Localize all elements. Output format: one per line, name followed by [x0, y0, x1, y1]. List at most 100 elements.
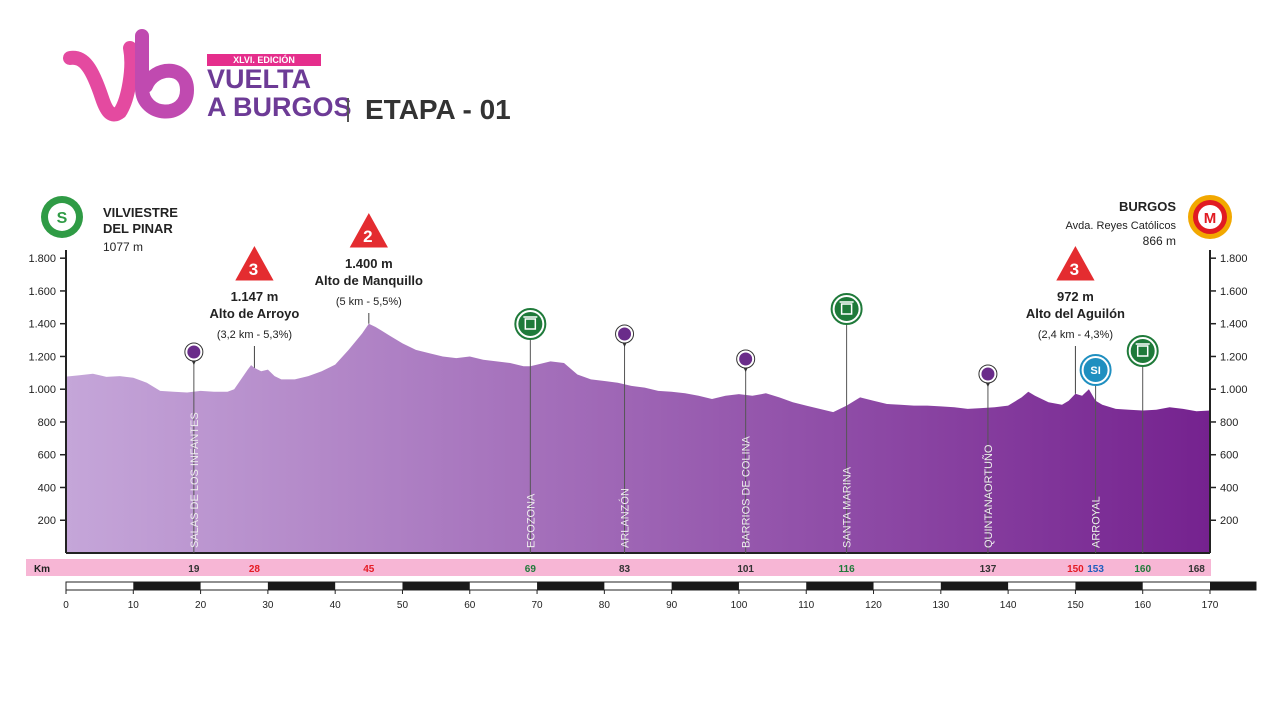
finish-altitude: 866 m — [1143, 234, 1176, 248]
km-scale-segment — [1075, 582, 1143, 590]
bin-icon — [1136, 345, 1149, 357]
feed-zone-icon — [518, 312, 543, 336]
y-tick-label-right: 1.800 — [1220, 253, 1248, 265]
climb-detail: (2,4 km - 4,3%) — [1038, 329, 1113, 341]
y-tick-label-left: 1.600 — [28, 286, 56, 298]
vuelta-logo — [63, 29, 195, 122]
km-band — [26, 559, 1211, 576]
y-tick-label-right: 1.000 — [1220, 384, 1248, 396]
y-tick-label-right: 800 — [1220, 417, 1238, 429]
x-tick-label: 150 — [1067, 600, 1084, 611]
place-pin-icon — [187, 345, 201, 359]
x-tick-label: 80 — [599, 600, 611, 611]
logo-b — [135, 29, 195, 119]
start-name-line2: DEL PINAR — [103, 221, 173, 236]
place-pin-icon — [618, 327, 632, 341]
finish-street: Avda. Reyes Católicos — [1066, 220, 1177, 232]
y-tick-label-left: 1.000 — [28, 384, 56, 396]
race-title-line2: A BURGOS — [207, 92, 352, 122]
bin-icon — [840, 303, 853, 315]
climb-name: Alto de Manquillo — [315, 273, 423, 288]
place-pin-icon — [981, 367, 995, 381]
x-tick-label: 130 — [932, 600, 949, 611]
y-tick-label-left: 200 — [38, 515, 56, 527]
x-tick-label: 170 — [1202, 600, 1219, 611]
race-title-line1: VUELTA — [207, 64, 311, 94]
finish-badge-letter: M — [1204, 210, 1217, 227]
km-scale-segment — [133, 582, 201, 590]
x-tick-label: 100 — [731, 600, 748, 611]
logo-v — [63, 41, 139, 122]
climb-name: Alto del Aguilón — [1026, 306, 1125, 321]
y-tick-label-left: 1.400 — [28, 319, 56, 331]
km-scale-segment — [806, 582, 874, 590]
km-band-value: 116 — [839, 564, 856, 575]
stage-title: ETAPA - 01 — [365, 94, 511, 125]
x-tick-label: 70 — [531, 600, 543, 611]
header-separator — [347, 98, 349, 122]
climb-category-icon — [347, 210, 390, 249]
place-name-label: ARLANZÓN — [619, 488, 632, 548]
km-band-value: 168 — [1188, 564, 1205, 575]
km-band-value: 19 — [188, 564, 200, 575]
elevation-area — [66, 323, 1210, 553]
start-altitude: 1077 m — [103, 240, 143, 254]
km-band-value: 153 — [1087, 564, 1104, 575]
climb-category-icon — [1054, 243, 1097, 282]
finish-badge-inner — [1198, 205, 1222, 229]
start-name-line1: VILVIESTRE — [103, 205, 178, 220]
y-tick-label-left: 600 — [38, 450, 56, 462]
race-title: VUELTA A BURGOS — [207, 65, 352, 121]
x-tick-label: 140 — [1000, 600, 1017, 611]
x-tick-label: 40 — [330, 600, 342, 611]
bin-icon — [524, 318, 537, 330]
climb-detail: (5 km - 5,5%) — [336, 296, 402, 308]
climb-detail: (3,2 km - 5,3%) — [217, 329, 292, 341]
x-tick-label: 160 — [1134, 600, 1151, 611]
y-tick-label-left: 800 — [38, 417, 56, 429]
km-band-value: 160 — [1134, 564, 1151, 575]
place-name-label: ECOZONA — [525, 493, 537, 548]
km-band-value: 83 — [619, 564, 631, 575]
place-name-label: SALAS DE LOS INFANTES — [189, 412, 201, 548]
km-scale-segment — [402, 582, 470, 590]
km-scale-segment — [940, 582, 1009, 590]
km-band-value: 137 — [980, 564, 997, 575]
y-tick-label-left: 400 — [38, 482, 56, 494]
x-tick-label: 0 — [63, 600, 69, 611]
km-band-value: 150 — [1067, 564, 1084, 575]
y-tick-label-right: 400 — [1220, 482, 1238, 494]
x-tick-label: 20 — [195, 600, 207, 611]
km-scale-segment — [671, 582, 739, 590]
km-scale-segment — [537, 582, 605, 590]
km-scale-segment — [1210, 582, 1256, 590]
place-pin-icon — [739, 352, 753, 366]
sprint-badge-label: SI — [1090, 365, 1100, 377]
y-tick-label-right: 1.400 — [1220, 319, 1248, 331]
y-tick-label-right: 1.200 — [1220, 351, 1248, 363]
x-tick-label: 110 — [798, 600, 814, 611]
place-name-label: BARRIOS DE COLINA — [741, 435, 753, 548]
climb-category-icon — [233, 243, 276, 282]
place-name-label: ARROYAL — [1091, 496, 1103, 548]
y-tick-label-right: 1.600 — [1220, 286, 1248, 298]
start-badge-inner — [48, 203, 76, 231]
climb-category: 3 — [1070, 260, 1079, 279]
x-tick-label: 60 — [464, 600, 476, 611]
km-band-value: 45 — [363, 564, 375, 575]
finish-name: BURGOS — [1119, 199, 1176, 214]
y-tick-label-left: 1.200 — [28, 351, 56, 363]
climb-category: 3 — [249, 260, 258, 279]
place-name-label: QUINTANAORTUÑO — [982, 444, 995, 548]
km-scale-segment — [267, 582, 336, 590]
climb-altitude: 1.400 m — [345, 256, 393, 271]
km-band-value: 101 — [737, 564, 754, 575]
climb-category: 2 — [363, 227, 372, 246]
x-tick-label: 10 — [128, 600, 140, 611]
km-band-value: 28 — [249, 564, 261, 575]
climb-altitude: 972 m — [1057, 289, 1094, 304]
edition-label: XLVI. EDICIÓN MASCULINA — [207, 54, 321, 77]
x-tick-label: 120 — [865, 600, 882, 611]
